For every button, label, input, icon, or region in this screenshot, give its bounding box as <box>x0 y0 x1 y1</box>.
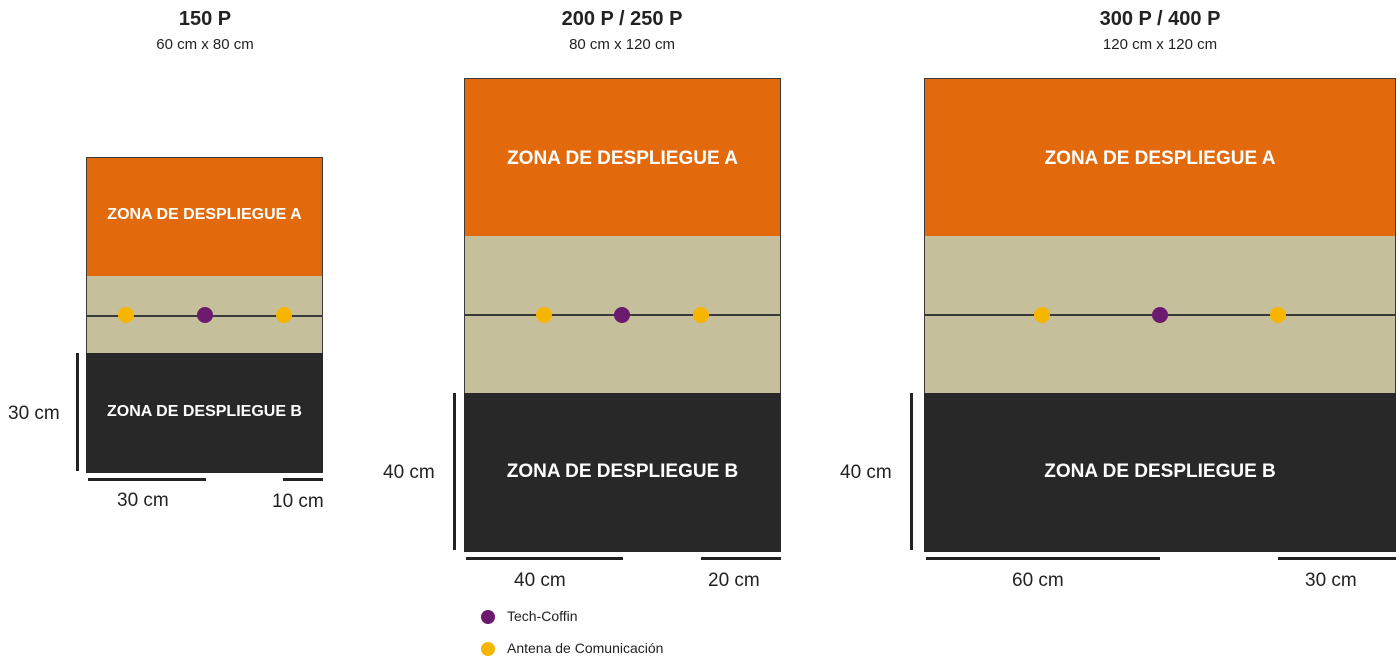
zone-b-label: ZONA DE DESPLIEGUE B <box>924 461 1396 483</box>
zone-a-label: ZONA DE DESPLIEGUE A <box>87 206 322 224</box>
height-measure-label: 40 cm <box>840 462 892 484</box>
antenna-marker <box>1034 307 1050 323</box>
board-title: 300 P / 400 P <box>1060 8 1260 31</box>
antenna-marker <box>276 307 292 323</box>
board-title: 200 P / 250 P <box>522 8 722 31</box>
board-size: 120 cm x 120 cm <box>1060 36 1260 53</box>
antenna-marker <box>693 307 709 323</box>
height-measure-line <box>76 353 79 471</box>
width-measure-line <box>701 557 781 560</box>
legend-antena: Antena de Comunicación <box>507 640 663 656</box>
board-title: 150 P <box>105 8 305 31</box>
zone-b: ZONA DE DESPLIEGUE B <box>924 393 1396 552</box>
tech-coffin-legend-dot <box>481 610 495 624</box>
height-measure-line <box>910 393 913 550</box>
width-measure-label: 40 cm <box>514 570 566 592</box>
height-measure-line <box>453 393 456 550</box>
antenna-marker <box>536 307 552 323</box>
zone-a-label: ZONA DE DESPLIEGUE A <box>465 148 780 170</box>
zone-a-label: ZONA DE DESPLIEGUE A <box>925 148 1395 170</box>
height-measure-label: 40 cm <box>383 462 435 484</box>
board-size: 60 cm x 80 cm <box>105 36 305 53</box>
zone-a: ZONA DE DESPLIEGUE A <box>86 157 323 277</box>
width-measure-line <box>283 478 323 481</box>
zone-b: ZONA DE DESPLIEGUE B <box>86 353 323 473</box>
width-measure-label: 20 cm <box>708 570 760 592</box>
tech-coffin-marker <box>614 307 630 323</box>
width-measure-line <box>926 557 1160 560</box>
antena-legend-dot <box>481 642 495 656</box>
tech-coffin-marker <box>197 307 213 323</box>
legend-tech-coffin: Tech-Coffin <box>507 608 578 624</box>
width-measure-label: 30 cm <box>1305 570 1357 592</box>
height-measure-label: 30 cm <box>8 403 60 425</box>
zone-b-label: ZONA DE DESPLIEGUE B <box>464 461 781 483</box>
width-measure-label: 60 cm <box>1012 570 1064 592</box>
zone-b: ZONA DE DESPLIEGUE B <box>464 393 781 552</box>
tech-coffin-marker <box>1152 307 1168 323</box>
zone-a: ZONA DE DESPLIEGUE A <box>464 78 781 237</box>
width-measure-label: 10 cm <box>272 491 324 513</box>
board-size: 80 cm x 120 cm <box>522 36 722 53</box>
zone-b-label: ZONA DE DESPLIEGUE B <box>86 403 323 421</box>
width-measure-line <box>88 478 206 481</box>
width-measure-label: 30 cm <box>117 490 169 512</box>
width-measure-line <box>1278 557 1396 560</box>
antenna-marker <box>1270 307 1286 323</box>
antenna-marker <box>118 307 134 323</box>
zone-a: ZONA DE DESPLIEGUE A <box>924 78 1396 237</box>
width-measure-line <box>466 557 623 560</box>
